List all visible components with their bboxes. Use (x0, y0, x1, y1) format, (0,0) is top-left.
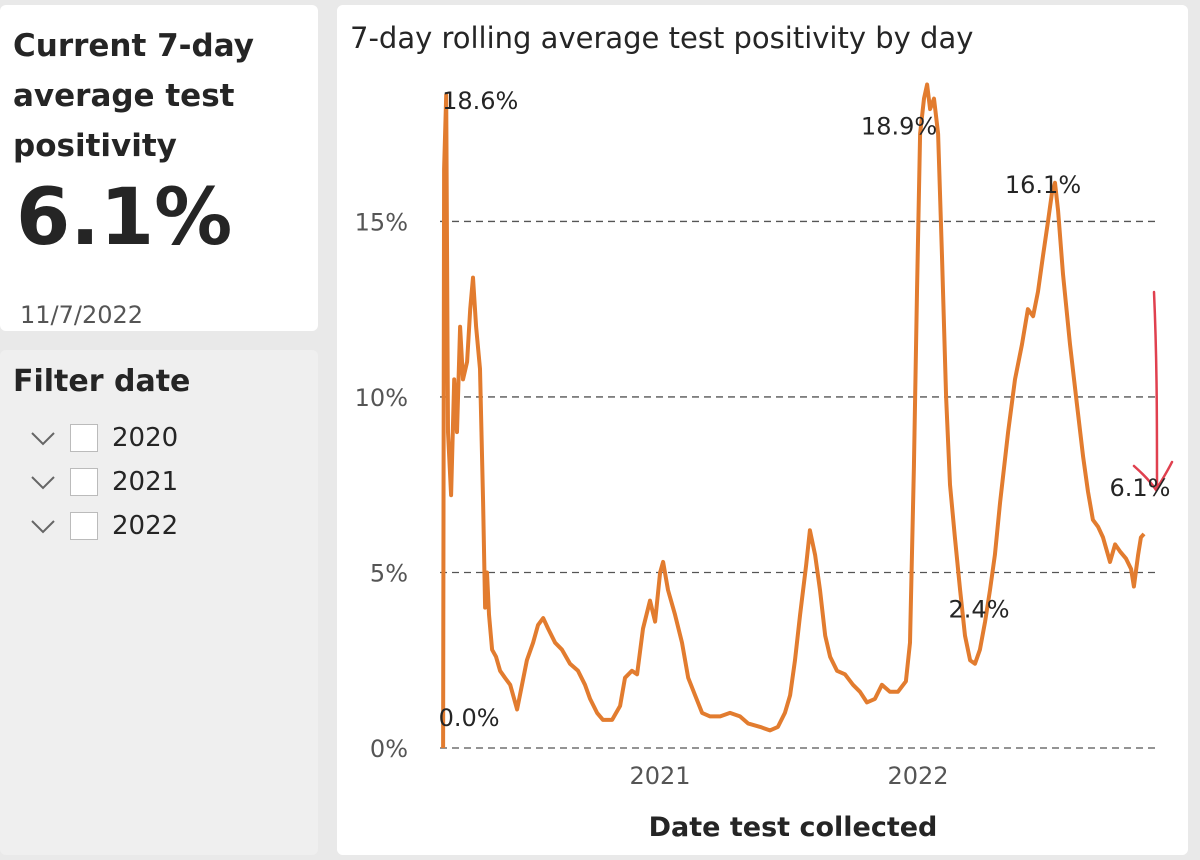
checkbox[interactable] (70, 512, 98, 540)
checkbox[interactable] (70, 468, 98, 496)
expand-chevron[interactable] (30, 513, 56, 539)
checkbox[interactable] (70, 424, 98, 452)
card-title: Current 7-day average test positivity (13, 28, 254, 164)
expand-chevron[interactable] (30, 469, 56, 495)
filter-item[interactable]: 2021 (30, 464, 178, 500)
y-tick-label: 10% (355, 384, 408, 412)
x-axis-label: Date test collected (649, 812, 938, 843)
data-label: 16.1% (1005, 171, 1081, 199)
y-tick-label: 15% (355, 208, 408, 236)
card-value: 6.1% (16, 173, 233, 263)
filter-label[interactable]: 2020 (112, 423, 179, 453)
kpi-card: Current 7-day average test positivity 6.… (0, 5, 318, 331)
filter-panel: Filter date 2020 2021 2022 (0, 350, 318, 855)
filter-title: Filter date (13, 364, 191, 399)
filter-item[interactable]: 2022 (30, 508, 178, 544)
y-tick-label: 0% (370, 735, 408, 763)
chart-title: 7-day rolling average test positivity by… (350, 21, 973, 55)
data-line (441, 82, 1146, 749)
chart-background (337, 5, 1188, 855)
x-tick-label: 2022 (887, 762, 948, 790)
filter-label[interactable]: 2022 (112, 511, 179, 541)
expand-chevron[interactable] (30, 425, 56, 451)
data-label: 0.0% (439, 704, 500, 732)
filter-label[interactable]: 2021 (112, 467, 179, 497)
filter-item[interactable]: 2020 (30, 420, 178, 456)
x-tick-label: 2021 (630, 762, 691, 790)
y-tick-label: 5% (370, 559, 408, 587)
chart: 7-day rolling average test positivity by… (337, 5, 1188, 855)
data-label: 18.6% (442, 87, 518, 115)
data-label: 2.4% (949, 596, 1010, 624)
card-date: 11/7/2022 (20, 301, 144, 329)
data-label: 6.1% (1110, 474, 1171, 502)
data-label: 18.9% (861, 113, 937, 141)
hand-drawn-arrow (1132, 290, 1174, 493)
